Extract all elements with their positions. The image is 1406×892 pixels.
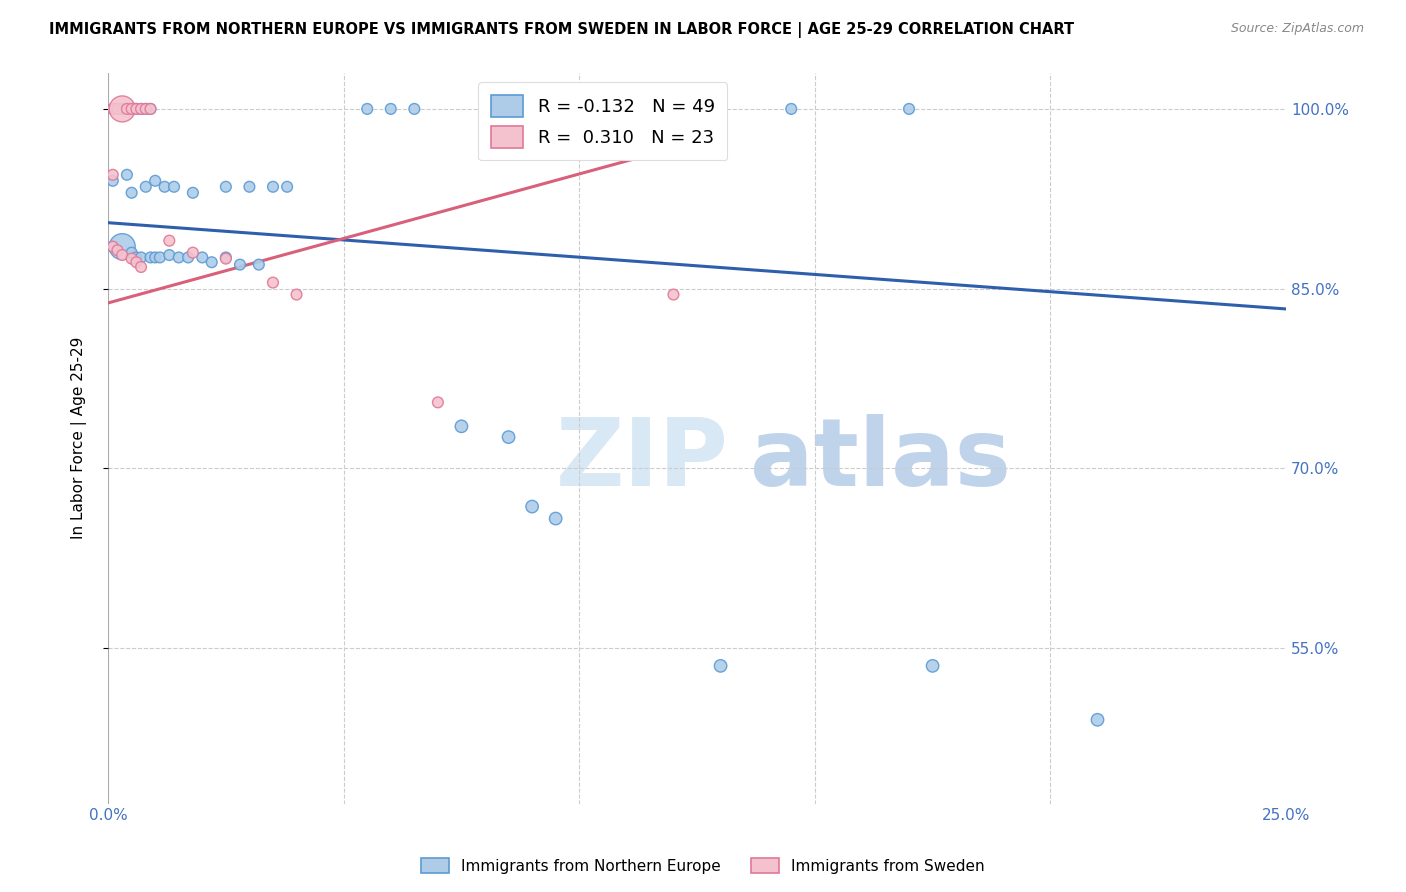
Point <box>157 248 180 262</box>
Point <box>153 179 176 194</box>
Point <box>111 240 134 254</box>
Point <box>163 179 186 194</box>
Point <box>247 258 270 272</box>
Point <box>125 251 148 265</box>
Point <box>709 658 731 673</box>
Point <box>181 186 204 200</box>
Point <box>181 245 204 260</box>
Point <box>191 251 214 265</box>
Point <box>276 179 298 194</box>
Point <box>101 240 124 254</box>
Point <box>1087 713 1109 727</box>
Point <box>143 174 166 188</box>
Point <box>101 102 124 116</box>
Point <box>143 251 166 265</box>
Point <box>520 500 543 514</box>
Point <box>215 252 238 266</box>
Point <box>129 102 152 116</box>
Point <box>107 244 129 258</box>
Point <box>426 395 449 409</box>
Point <box>139 102 162 116</box>
Point <box>107 102 129 116</box>
Point <box>135 179 157 194</box>
Point <box>101 168 124 182</box>
Point <box>404 102 426 116</box>
Point <box>285 287 308 301</box>
Point <box>780 102 803 116</box>
Point <box>262 276 284 290</box>
Point <box>356 102 378 116</box>
Point <box>498 430 520 444</box>
Point <box>101 240 124 254</box>
Point <box>262 179 284 194</box>
Text: ZIP: ZIP <box>555 414 728 507</box>
Legend: R = -0.132   N = 49, R =  0.310   N = 23: R = -0.132 N = 49, R = 0.310 N = 23 <box>478 82 727 161</box>
Point <box>115 168 138 182</box>
Point <box>201 255 224 269</box>
Text: Source: ZipAtlas.com: Source: ZipAtlas.com <box>1230 22 1364 36</box>
Point <box>898 102 921 116</box>
Point <box>115 102 138 116</box>
Text: atlas: atlas <box>749 414 1011 507</box>
Point <box>215 251 238 265</box>
Point <box>149 251 172 265</box>
Point <box>121 245 143 260</box>
Point <box>662 287 685 301</box>
Point <box>139 102 162 116</box>
Point <box>135 102 157 116</box>
Point <box>111 102 134 116</box>
Point <box>129 251 152 265</box>
Point <box>129 102 152 116</box>
Point <box>229 258 252 272</box>
Point <box>121 102 143 116</box>
Point <box>921 658 943 673</box>
Legend: Immigrants from Northern Europe, Immigrants from Sweden: Immigrants from Northern Europe, Immigra… <box>415 852 991 880</box>
Point <box>121 252 143 266</box>
Point <box>125 102 148 116</box>
Point <box>129 260 152 274</box>
Point <box>167 251 190 265</box>
Point <box>121 186 143 200</box>
Point <box>380 102 402 116</box>
Point <box>111 248 134 262</box>
Point <box>450 419 472 434</box>
Point <box>107 102 129 116</box>
Point <box>139 251 162 265</box>
Point <box>101 174 124 188</box>
Text: IMMIGRANTS FROM NORTHERN EUROPE VS IMMIGRANTS FROM SWEDEN IN LABOR FORCE | AGE 2: IMMIGRANTS FROM NORTHERN EUROPE VS IMMIG… <box>49 22 1074 38</box>
Point <box>101 102 124 116</box>
Point <box>177 251 200 265</box>
Point <box>157 234 180 248</box>
Point <box>135 102 157 116</box>
Point <box>115 102 138 116</box>
Point <box>544 511 567 525</box>
Point <box>125 102 148 116</box>
Point <box>121 102 143 116</box>
Point <box>125 255 148 269</box>
Point <box>111 102 134 116</box>
Point <box>215 179 238 194</box>
Y-axis label: In Labor Force | Age 25-29: In Labor Force | Age 25-29 <box>72 337 87 540</box>
Point <box>238 179 260 194</box>
